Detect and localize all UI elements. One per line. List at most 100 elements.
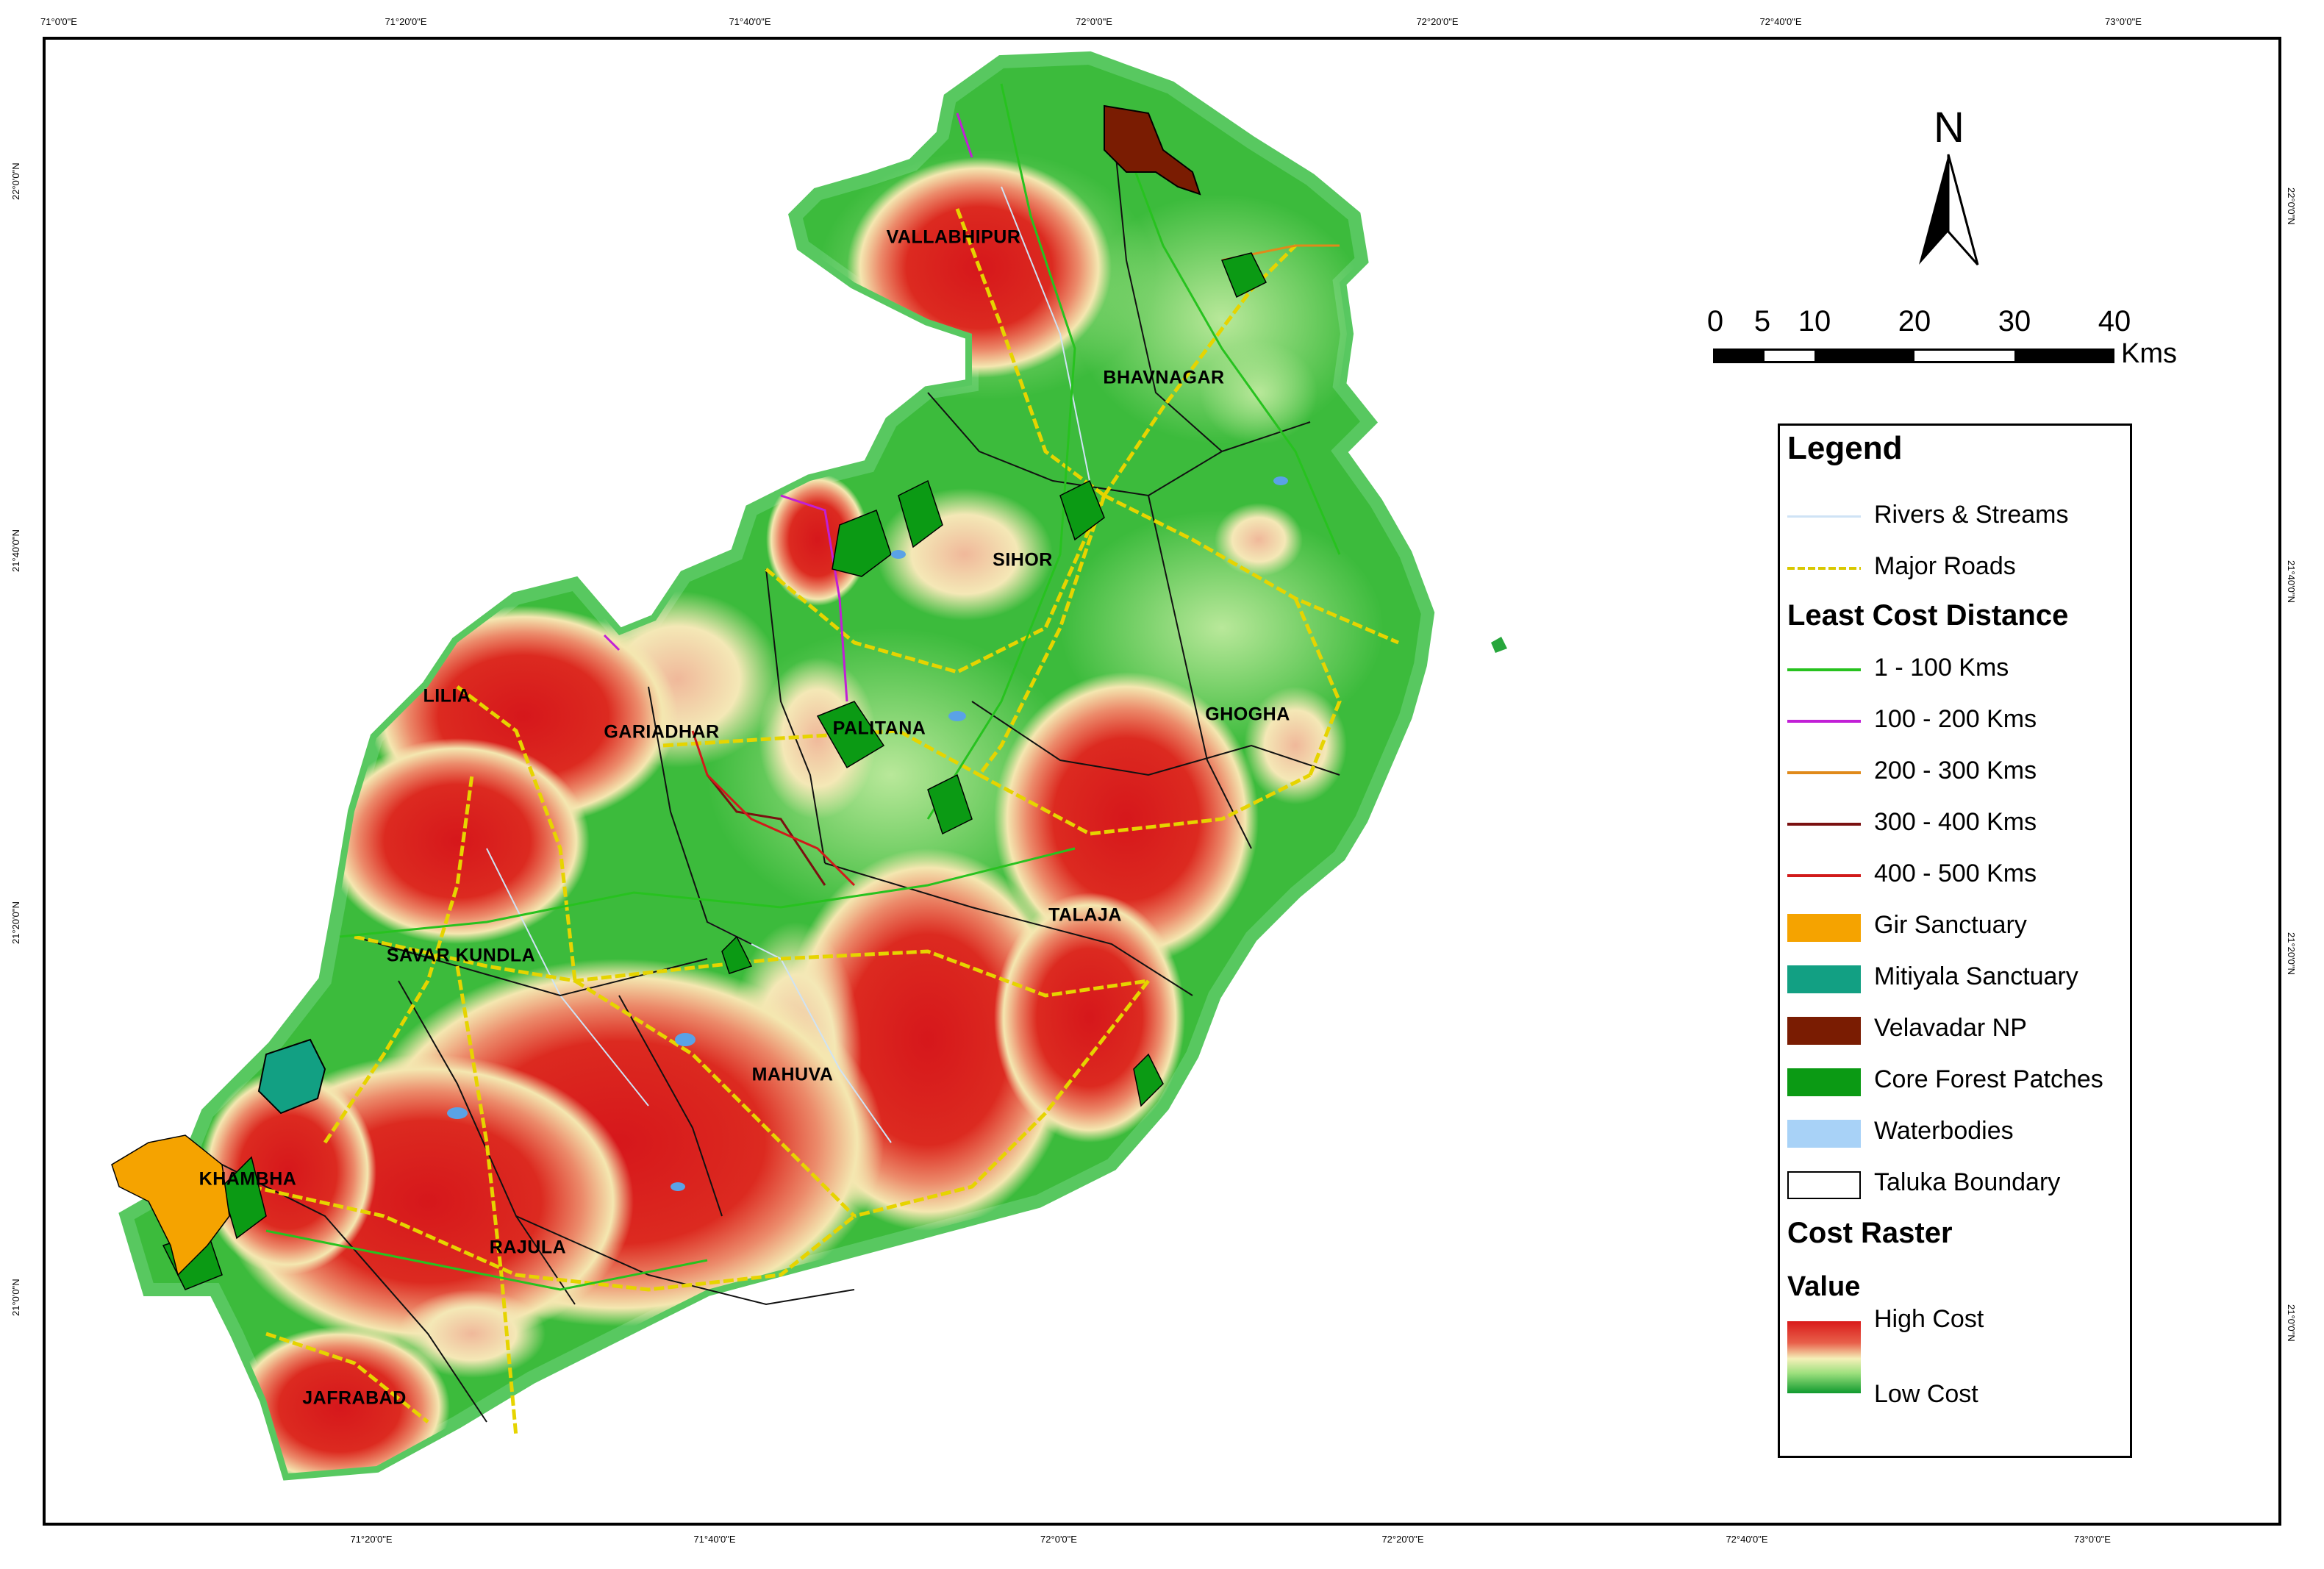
legend-value-label: Value	[1787, 1271, 1861, 1302]
path-200-300-line-icon	[1787, 771, 1861, 774]
top-tick-71-00: 71°0'0"E	[40, 16, 77, 27]
velavadar-swatch-icon	[1787, 1017, 1861, 1045]
top-tick-71-20: 71°20'0"E	[385, 16, 427, 27]
legend-label: Rivers & Streams	[1874, 501, 2069, 529]
legend-item-cost-1: 1 - 100 Kms	[1780, 649, 2133, 690]
top-tick-71-40: 71°40'0"E	[729, 16, 771, 27]
left-tick-21-20: 21°20'0"N	[10, 901, 21, 944]
legend-label: Major Roads	[1874, 552, 2016, 580]
right-tick-21-40: 21°40'0"N	[2286, 560, 2297, 603]
legend-label: 400 - 500 Kms	[1874, 859, 2037, 887]
scale-tick-30: 30	[1998, 305, 2031, 337]
legend-item-cost-3: 200 - 300 Kms	[1780, 752, 2133, 793]
core-forest-patches	[162, 252, 1268, 1290]
north-arrow-icon	[1919, 154, 1979, 265]
mitiyala-sanctuary	[257, 1038, 326, 1115]
bottom-tick-72-00: 72°0'0"E	[1040, 1534, 1077, 1545]
scale-tick-40: 40	[2098, 305, 2131, 337]
right-tick-21-00: 21°0'0"N	[2286, 1304, 2297, 1342]
legend-section-cost-raster: Cost Raster	[1787, 1217, 1953, 1249]
scale-tick-5: 5	[1753, 305, 1771, 337]
legend-item-taluka: Taluka Boundary	[1780, 1164, 2133, 1205]
gir-sanctuary	[111, 1134, 230, 1276]
map-frame	[43, 37, 2281, 1526]
legend-section-least-cost: Least Cost Distance	[1787, 599, 2069, 632]
legend-item-rivers: Rivers & Streams	[1780, 496, 2133, 537]
bottom-tick-73-00: 73°0'0"E	[2074, 1534, 2111, 1545]
left-tick-22-00: 22°0'0"N	[10, 162, 21, 200]
legend-label: Waterbodies	[1874, 1117, 2014, 1145]
place-palitana: PALITANA	[832, 718, 926, 739]
scale-tick-0: 0	[1706, 305, 1724, 337]
bottom-tick-72-40: 72°40'0"E	[1726, 1534, 1768, 1545]
mitiyala-swatch-icon	[1787, 965, 1861, 993]
island	[1491, 637, 1507, 653]
water-swatch-icon	[1787, 1120, 1861, 1148]
place-ghogha: GHOGHA	[1205, 704, 1290, 725]
left-tick-21-40: 21°40'0"N	[10, 529, 21, 572]
place-rajula: RAJULA	[489, 1237, 567, 1258]
legend-item-velavadar: Velavadar NP	[1780, 1009, 2133, 1051]
legend-high-cost: High Cost	[1874, 1305, 1984, 1333]
legend-label: 100 - 200 Kms	[1874, 705, 2037, 733]
place-jafrabad: JAFRABAD	[302, 1387, 407, 1409]
path-1-100-line-icon	[1787, 668, 1861, 671]
place-bhavnagar: BHAVNAGAR	[1103, 367, 1225, 388]
top-tick-73-00: 73°0'0"E	[2105, 16, 2142, 27]
place-savar-kundla: SAVAR KUNDLA	[386, 945, 536, 966]
bottom-tick-72-20: 72°20'0"E	[1381, 1534, 1424, 1545]
legend-label: Taluka Boundary	[1874, 1168, 2061, 1196]
legend-item-cost-2: 100 - 200 Kms	[1780, 701, 2133, 742]
path-300-400-line-icon	[1787, 823, 1861, 826]
velavadar-np	[1104, 104, 1201, 196]
place-talaja: TALAJA	[1048, 904, 1122, 926]
legend-label: Core Forest Patches	[1874, 1065, 2103, 1093]
legend-item-forest: Core Forest Patches	[1780, 1061, 2133, 1102]
least-cost-paths	[265, 83, 1341, 1291]
gir-swatch-icon	[1787, 914, 1861, 942]
scale-unit: Kms	[2121, 338, 2177, 369]
map-canvas	[111, 51, 1507, 1481]
place-mahuva: MAHUVA	[751, 1064, 834, 1085]
legend-label: 300 - 400 Kms	[1874, 808, 2037, 836]
legend-low-cost: Low Cost	[1874, 1380, 1978, 1408]
legend-label: Gir Sanctuary	[1874, 911, 2027, 939]
north-label: N	[1934, 104, 1964, 151]
bottom-tick-71-20: 71°20'0"E	[350, 1534, 393, 1545]
right-tick-21-20: 21°20'0"N	[2286, 932, 2297, 975]
top-tick-72-00: 72°0'0"E	[1076, 16, 1112, 27]
left-tick-21-00: 21°0'0"N	[10, 1279, 21, 1316]
place-vallabhipur: VALLABHIPUR	[886, 226, 1021, 248]
legend-item-water: Waterbodies	[1780, 1112, 2133, 1154]
place-khambha: KHAMBHA	[199, 1168, 297, 1190]
legend-label: Velavadar NP	[1874, 1014, 2027, 1042]
legend-item-roads: Major Roads	[1780, 548, 2133, 589]
waterbodies	[447, 476, 1288, 1191]
legend-item-cost-4: 300 - 400 Kms	[1780, 804, 2133, 845]
place-sihor: SIHOR	[993, 549, 1053, 571]
roads-line-icon	[1787, 567, 1861, 570]
legend-title: Legend	[1787, 430, 1903, 466]
legend-item-gir: Gir Sanctuary	[1780, 907, 2133, 948]
taluka-outline-icon	[1787, 1171, 1861, 1199]
path-100-200-line-icon	[1787, 720, 1861, 723]
rivers-line-icon	[1787, 515, 1861, 518]
path-400-500-line-icon	[1787, 874, 1861, 877]
legend: Legend Rivers & Streams Major Roads Leas…	[1778, 423, 2132, 1458]
right-tick-22-00: 22°0'0"N	[2286, 187, 2297, 225]
cost-ramp-swatch	[1787, 1321, 1861, 1393]
scale-tick-20: 20	[1898, 305, 1931, 337]
top-tick-72-40: 72°40'0"E	[1759, 16, 1802, 27]
legend-item-cost-5: 400 - 500 Kms	[1780, 855, 2133, 896]
top-tick-72-20: 72°20'0"E	[1416, 16, 1459, 27]
scale-bar	[1713, 349, 2114, 363]
forest-swatch-icon	[1787, 1068, 1861, 1096]
place-gariadhar: GARIADHAR	[604, 721, 720, 743]
place-lilia: LILIA	[423, 685, 471, 707]
scale-tick-10: 10	[1798, 305, 1831, 337]
legend-label: 200 - 300 Kms	[1874, 757, 2037, 784]
legend-item-mitiyala: Mitiyala Sanctuary	[1780, 958, 2133, 999]
legend-label: 1 - 100 Kms	[1874, 654, 2009, 682]
legend-label: Mitiyala Sanctuary	[1874, 962, 2078, 990]
bottom-tick-71-40: 71°40'0"E	[693, 1534, 736, 1545]
